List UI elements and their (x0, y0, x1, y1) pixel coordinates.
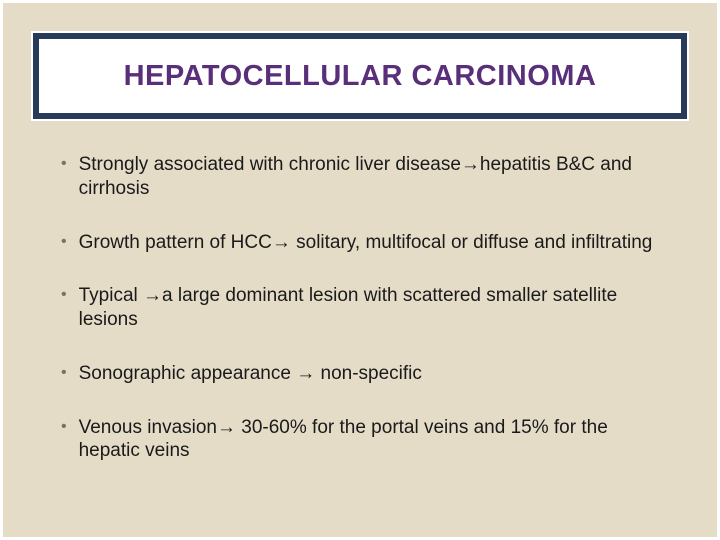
list-item: • Typical →a large dominant lesion with … (61, 284, 669, 332)
bullet-icon: • (61, 284, 67, 306)
bullet-icon: • (61, 231, 67, 253)
list-item: • Growth pattern of HCC→ solitary, multi… (61, 231, 669, 255)
title-box: HEPATOCELLULAR CARCINOMA (31, 31, 689, 121)
slide-title: HEPATOCELLULAR CARCINOMA (124, 60, 597, 93)
title-inner: HEPATOCELLULAR CARCINOMA (39, 39, 681, 113)
list-item: • Strongly associated with chronic liver… (61, 153, 669, 201)
bullet-icon: • (61, 362, 67, 384)
bullet-icon: • (61, 416, 67, 438)
bullet-text: Typical →a large dominant lesion with sc… (79, 284, 669, 332)
content-area: • Strongly associated with chronic liver… (61, 153, 669, 507)
list-item: • Venous invasion→ 30-60% for the portal… (61, 416, 669, 464)
list-item: • Sonographic appearance → non-specific (61, 362, 669, 386)
bullet-text: Strongly associated with chronic liver d… (79, 153, 669, 201)
bullet-icon: • (61, 153, 67, 175)
bullet-text: Sonographic appearance → non-specific (79, 362, 669, 386)
bullet-text: Growth pattern of HCC→ solitary, multifo… (79, 231, 669, 255)
bullet-text: Venous invasion→ 30-60% for the portal v… (79, 416, 669, 464)
slide: HEPATOCELLULAR CARCINOMA • Strongly asso… (0, 0, 720, 540)
